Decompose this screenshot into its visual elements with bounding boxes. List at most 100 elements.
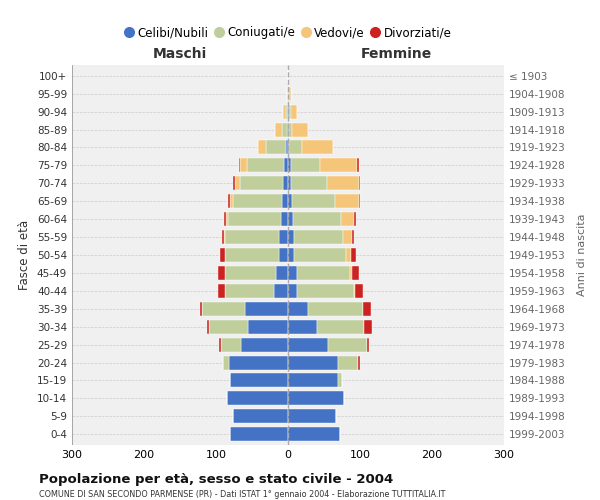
Bar bbox=[288, 266, 296, 280]
Bar bbox=[288, 248, 295, 262]
Bar bbox=[358, 356, 360, 370]
Bar bbox=[296, 284, 354, 298]
Bar bbox=[202, 302, 245, 316]
Bar bbox=[289, 86, 291, 101]
Bar bbox=[259, 140, 266, 154]
Bar bbox=[284, 158, 288, 172]
Bar bbox=[239, 158, 241, 172]
Text: Femmine: Femmine bbox=[361, 48, 431, 62]
Bar bbox=[288, 338, 328, 351]
Bar bbox=[245, 302, 288, 316]
Bar bbox=[288, 230, 294, 244]
Bar bbox=[289, 140, 302, 154]
Bar bbox=[209, 320, 248, 334]
Bar bbox=[281, 122, 287, 136]
Bar bbox=[357, 158, 359, 172]
Bar bbox=[288, 158, 291, 172]
Bar bbox=[288, 140, 289, 154]
Bar bbox=[291, 158, 320, 172]
Bar bbox=[286, 104, 288, 118]
Bar bbox=[364, 320, 371, 334]
Bar bbox=[280, 230, 288, 244]
Bar bbox=[335, 194, 359, 208]
Bar bbox=[338, 374, 342, 388]
Bar bbox=[224, 284, 274, 298]
Bar bbox=[226, 212, 228, 226]
Bar bbox=[338, 356, 358, 370]
Bar bbox=[218, 284, 224, 298]
Bar bbox=[359, 176, 360, 190]
Y-axis label: Anni di nascita: Anni di nascita bbox=[577, 214, 587, 296]
Bar bbox=[288, 356, 338, 370]
Bar bbox=[287, 86, 288, 101]
Bar bbox=[229, 356, 288, 370]
Bar bbox=[295, 248, 346, 262]
Bar bbox=[288, 320, 317, 334]
Bar bbox=[227, 392, 288, 406]
Bar bbox=[280, 248, 288, 262]
Bar bbox=[226, 230, 280, 244]
Bar bbox=[228, 212, 281, 226]
Bar bbox=[282, 194, 288, 208]
Bar bbox=[247, 158, 284, 172]
Bar bbox=[218, 266, 224, 280]
Bar bbox=[354, 284, 355, 298]
Bar bbox=[350, 266, 352, 280]
Bar bbox=[308, 302, 363, 316]
Bar bbox=[352, 248, 356, 262]
Bar bbox=[359, 194, 360, 208]
Bar bbox=[288, 284, 296, 298]
Bar bbox=[241, 338, 288, 351]
Bar bbox=[206, 320, 209, 334]
Bar bbox=[224, 266, 277, 280]
Bar bbox=[288, 194, 292, 208]
Bar bbox=[346, 248, 352, 262]
Text: COMUNE DI SAN SECONDO PARMENSE (PR) - Dati ISTAT 1° gennaio 2004 - Elaborazione : COMUNE DI SAN SECONDO PARMENSE (PR) - Da… bbox=[39, 490, 445, 499]
Bar bbox=[296, 266, 350, 280]
Bar bbox=[328, 338, 367, 351]
Bar bbox=[230, 374, 288, 388]
Bar bbox=[292, 194, 335, 208]
Bar bbox=[352, 266, 359, 280]
Y-axis label: Fasce di età: Fasce di età bbox=[19, 220, 31, 290]
Bar bbox=[230, 428, 288, 441]
Bar bbox=[283, 176, 288, 190]
Bar bbox=[277, 266, 288, 280]
Bar bbox=[224, 212, 226, 226]
Bar bbox=[240, 176, 283, 190]
Bar bbox=[320, 158, 357, 172]
Bar bbox=[291, 176, 327, 190]
Bar bbox=[266, 140, 286, 154]
Bar bbox=[327, 176, 359, 190]
Bar bbox=[355, 284, 363, 298]
Bar bbox=[220, 248, 224, 262]
Bar bbox=[221, 338, 241, 351]
Text: Popolazione per età, sesso e stato civile - 2004: Popolazione per età, sesso e stato civil… bbox=[39, 472, 393, 486]
Bar bbox=[226, 248, 280, 262]
Bar bbox=[302, 140, 332, 154]
Bar bbox=[367, 338, 370, 351]
Bar bbox=[288, 374, 338, 388]
Bar bbox=[200, 302, 202, 316]
Bar bbox=[288, 302, 308, 316]
Bar bbox=[275, 122, 281, 136]
Bar bbox=[341, 212, 354, 226]
Bar bbox=[288, 176, 291, 190]
Bar bbox=[289, 104, 291, 118]
Bar bbox=[233, 410, 288, 424]
Bar bbox=[288, 428, 340, 441]
Bar bbox=[219, 338, 221, 351]
Bar bbox=[224, 230, 226, 244]
Bar bbox=[230, 194, 233, 208]
Bar bbox=[291, 104, 298, 118]
Bar bbox=[283, 104, 286, 118]
Bar bbox=[224, 248, 226, 262]
Bar bbox=[293, 212, 341, 226]
Bar bbox=[281, 212, 288, 226]
Bar bbox=[233, 194, 282, 208]
Bar bbox=[223, 356, 229, 370]
Bar bbox=[288, 410, 336, 424]
Text: Maschi: Maschi bbox=[153, 48, 207, 62]
Bar bbox=[288, 104, 289, 118]
Bar bbox=[274, 284, 288, 298]
